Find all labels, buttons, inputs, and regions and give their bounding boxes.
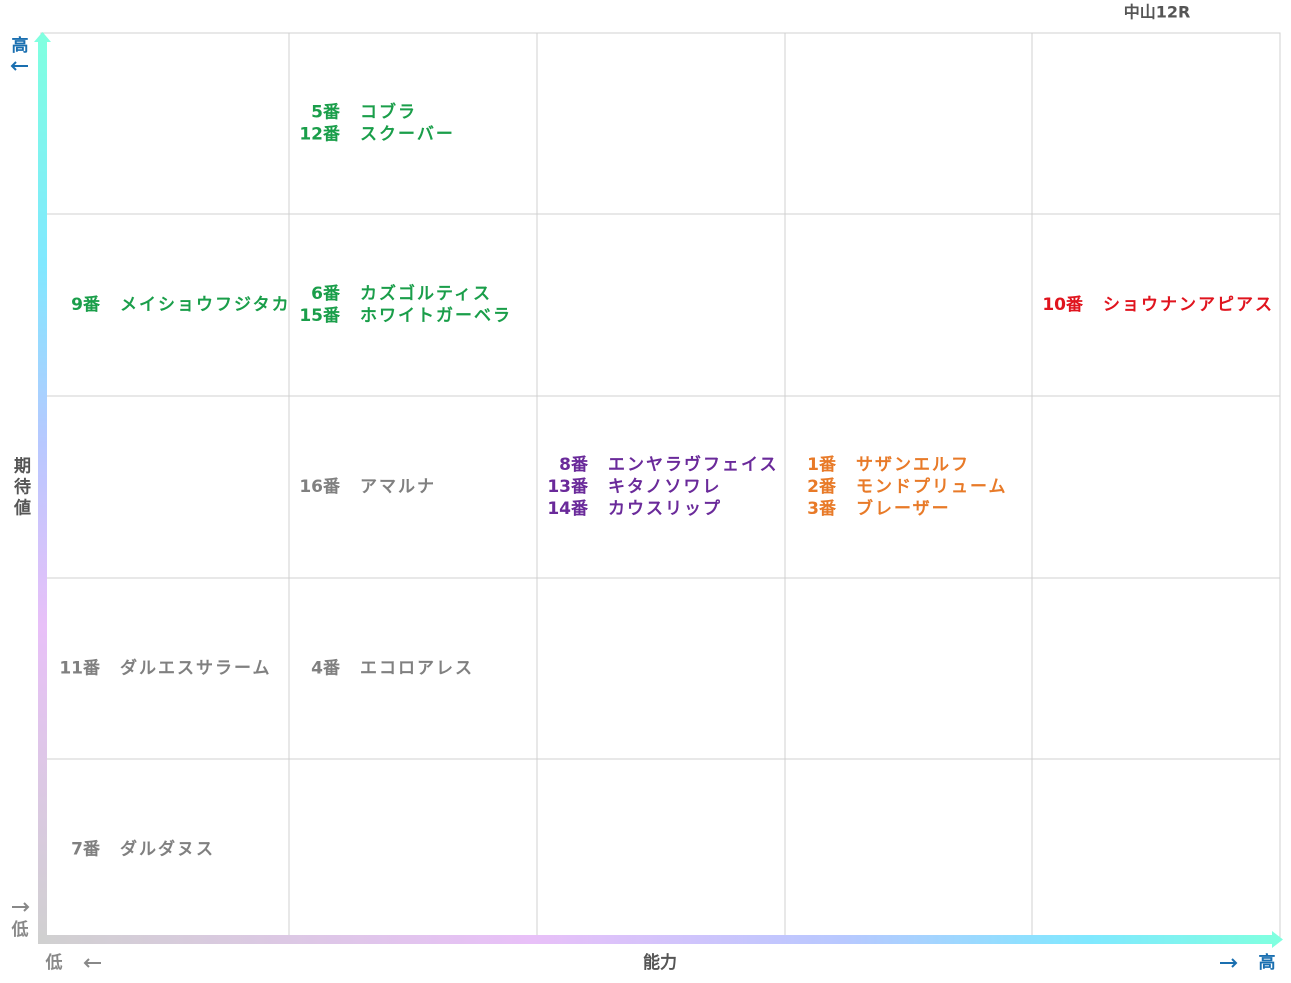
horse-name: エコロアレス [360,659,474,679]
cell: 8番 エンヤラヴフェイス 13番 キタノソワレ 14番 カウスリップ [547,454,779,519]
horse-name: ホワイトガーベラ [360,306,512,326]
horse-number: 9番 [71,295,101,315]
cell: 1番 サザンエルフ 2番 モンドプリューム 3番 ブレーザー [807,455,1008,519]
horse-number: 2番 [807,477,837,497]
x-high-arrow [1231,958,1238,968]
horse-number: 12番 [299,125,341,145]
horse-number: 7番 [71,840,101,860]
cell: 7番 ダルダヌス [71,839,215,860]
x-axis-label: 能力 [643,952,677,973]
horse-number: 14番 [547,499,589,519]
cell: 16番 アマルナ [299,477,436,497]
horse-name: スクーバー [360,125,455,145]
horse-name: モンドプリューム [856,476,1008,497]
horse-number: 15番 [299,306,341,326]
y-low-arrow [23,902,30,912]
x-axis-arrowhead [1272,931,1283,948]
y-axis-label: 期待値 [10,456,32,519]
horse-name: ブレーザー [856,498,951,519]
horse-number: 6番 [311,284,341,304]
cell: 11番 ダルエスサラーム [59,658,272,679]
horse-name: カズゴルティス [360,283,492,304]
y-high-label: 高 [12,35,29,56]
horse-number: 11番 [59,659,101,679]
horse-number: 10番 [1042,295,1084,315]
horse-name: キタノソワレ [608,477,722,497]
cell: 5番 コブラ 12番 スクーバー [299,102,455,145]
horse-number: 5番 [311,103,341,123]
horse-name: カウスリップ [608,498,722,519]
cell: 9番 メイショウフジタカ [71,295,291,315]
cell: 10番 ショウナンアピアス [1042,295,1274,315]
y-low-label: 低 [11,919,29,940]
horse-name: エンヤラヴフェイス [608,454,779,475]
cell: 6番 カズゴルティス 15番 ホワイトガーベラ [299,283,512,326]
y-axis-arrowhead [34,32,51,42]
y-axis-bar [38,38,47,942]
y-high-arrow [10,61,17,71]
x-high-label: 高 [1259,952,1276,973]
horse-name: サザンエルフ [856,455,970,475]
horse-name: メイショウフジタカ [120,295,291,315]
x-low-label: 低 [45,952,63,973]
x-axis-bar [38,935,1274,944]
horse-number: 3番 [807,499,837,519]
horse-number: 16番 [299,477,341,497]
horse-name: ダルダヌス [120,839,215,860]
title: 中山12R [1124,3,1191,22]
horse-number: 1番 [807,455,837,475]
x-low-arrow [83,958,90,968]
horse-name: ダルエスサラーム [120,658,272,679]
horse-number: 8番 [559,455,589,475]
horse-number: 4番 [311,659,341,679]
horse-name: ショウナンアピアス [1103,295,1274,315]
horse-number: 13番 [547,477,589,497]
horse-name: アマルナ [360,477,436,497]
cell: 4番 エコロアレス [311,659,474,679]
horse-name: コブラ [360,102,417,123]
